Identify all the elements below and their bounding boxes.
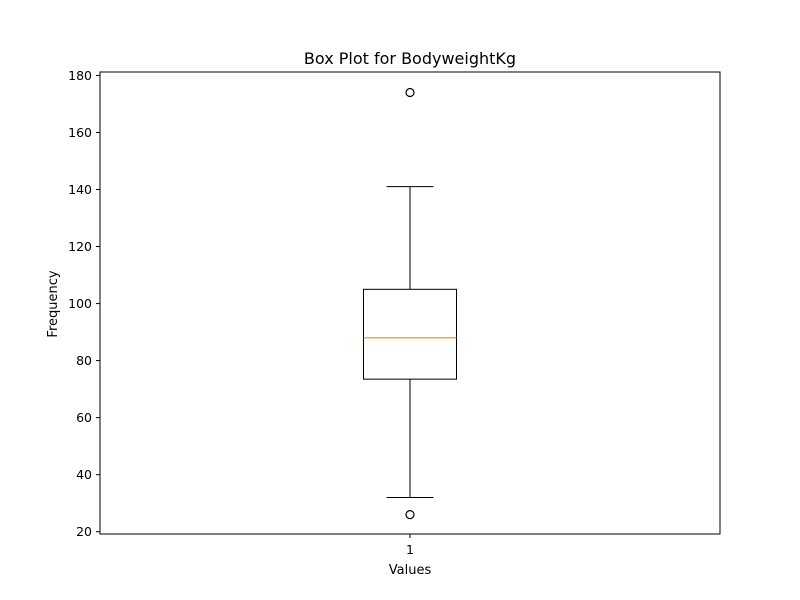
iqr-box [363, 288, 457, 380]
plot-area: 20 40 60 80 100 120 140 160 180 1 [68, 68, 721, 557]
y-tick-label: 40 [76, 467, 92, 482]
outlier-point [405, 87, 415, 98]
chart-title: Box Plot for BodyweightKg [304, 49, 516, 68]
y-tick-label: 120 [68, 239, 92, 254]
outlier-point [405, 510, 415, 520]
y-tick-label: 160 [68, 125, 92, 140]
y-tick-label: 180 [68, 68, 92, 83]
x-tick-label: 1 [406, 542, 414, 557]
x-axis-label: Values [389, 563, 432, 578]
y-tick-label: 140 [68, 182, 92, 197]
y-tick-label: 60 [76, 410, 92, 425]
y-tick-label: 20 [76, 524, 92, 539]
y-tick-label: 80 [76, 353, 92, 368]
y-axis-label: Frequency [46, 270, 61, 337]
y-tick-label: 100 [68, 296, 92, 311]
